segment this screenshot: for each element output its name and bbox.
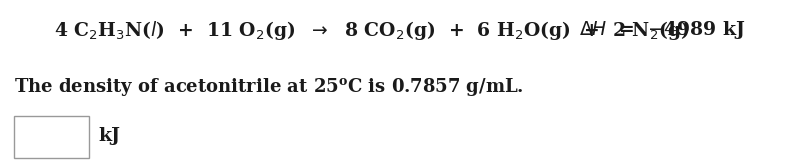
- FancyBboxPatch shape: [14, 116, 89, 158]
- Text: $\Delta \mathit{H}$  =  $-$4989 kJ: $\Delta \mathit{H}$ = $-$4989 kJ: [579, 19, 745, 41]
- Text: The density of acetonitrile at 25$^{\mathregular{o}}$C is 0.7857 g/mL.: The density of acetonitrile at 25$^{\mat…: [14, 76, 524, 98]
- Text: 4 C$_2$H$_3$N($\mathit{l}$)  +  11 O$_2$(g)  $\rightarrow$  8 CO$_2$(g)  +  6 H$: 4 C$_2$H$_3$N($\mathit{l}$) + 11 O$_2$(g…: [54, 19, 689, 42]
- Text: kJ: kJ: [98, 127, 121, 145]
